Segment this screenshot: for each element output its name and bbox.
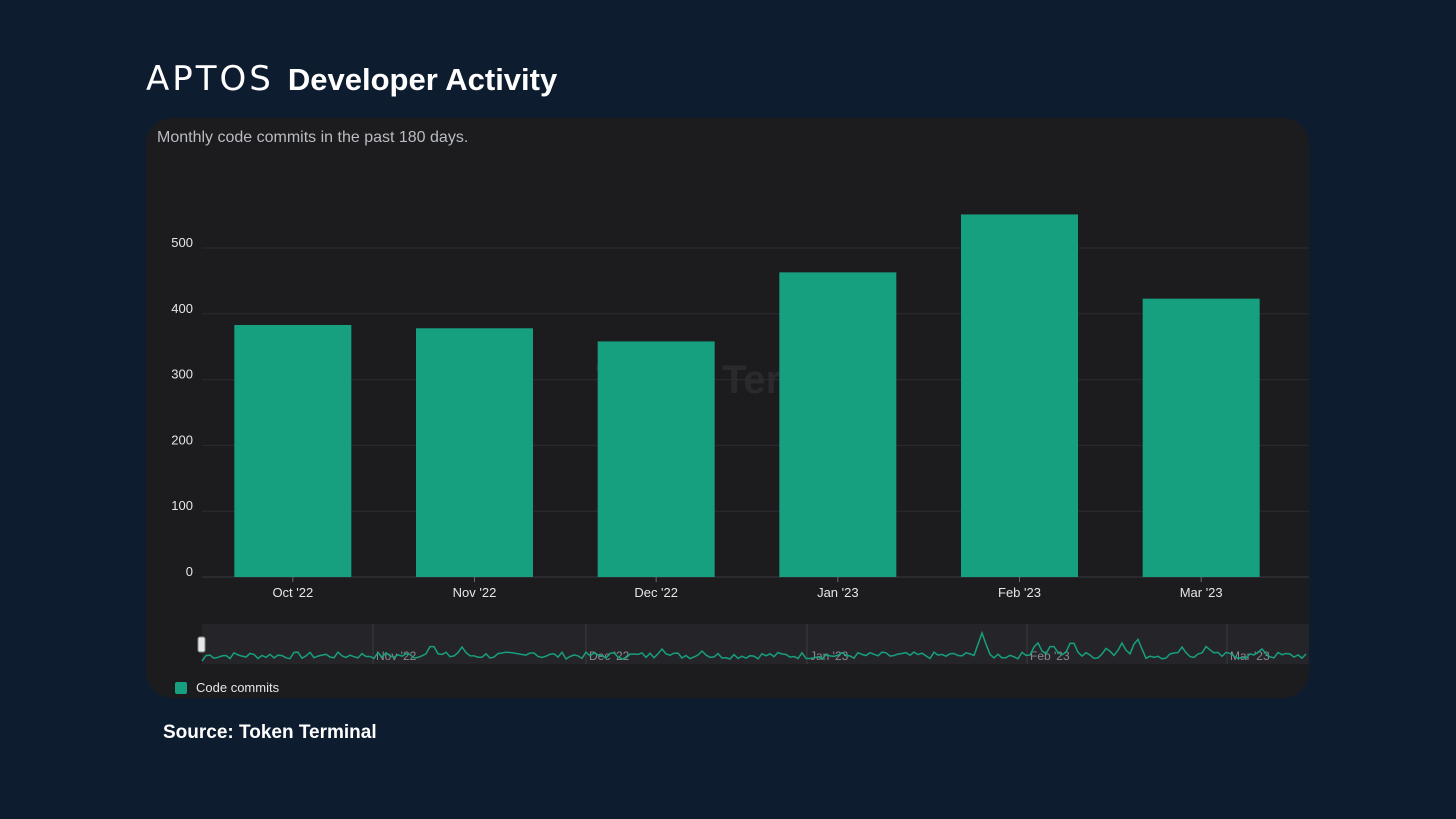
legend[interactable]: Code commits bbox=[175, 680, 279, 695]
navigator-label: Feb '23 bbox=[1030, 649, 1070, 663]
bar[interactable] bbox=[779, 272, 897, 577]
x-tick-label: Mar '23 bbox=[1180, 585, 1223, 600]
bar[interactable] bbox=[1142, 298, 1260, 577]
legend-swatch bbox=[175, 681, 187, 694]
page-title: Developer Activity bbox=[287, 61, 558, 97]
x-tick-label: Jan '23 bbox=[817, 585, 859, 600]
x-tick-label: Feb '23 bbox=[998, 585, 1041, 600]
chart-card: Monthly code commits in the past 180 day… bbox=[146, 118, 1309, 698]
chart-subtitle: Monthly code commits in the past 180 day… bbox=[157, 129, 469, 146]
source-caption: Source: Token Terminal bbox=[163, 722, 377, 743]
bar[interactable] bbox=[961, 214, 1078, 577]
navigator-handle-left[interactable] bbox=[197, 636, 206, 653]
y-tick-label: 500 bbox=[171, 235, 193, 250]
x-tick-label: Oct '22 bbox=[272, 585, 313, 600]
header: APTOS Developer Activity bbox=[146, 62, 557, 96]
navigator-label: Dec '22 bbox=[589, 649, 630, 663]
bar-chart: 0 100 200 300 400 500 Oct '22 Nov '22 Dec '22 Jan… bbox=[171, 214, 1309, 664]
aptos-logo: APTOS bbox=[146, 59, 274, 99]
x-tick-label: Nov '22 bbox=[453, 585, 497, 600]
y-tick-label: 0 bbox=[186, 564, 193, 579]
legend-label: Code commits bbox=[196, 680, 280, 695]
y-tick-label: 200 bbox=[171, 432, 193, 447]
y-tick-label: 300 bbox=[171, 367, 193, 382]
y-tick-label: 100 bbox=[171, 498, 193, 513]
bar[interactable] bbox=[416, 328, 533, 577]
navigator-sparkline bbox=[201, 630, 1307, 662]
y-tick-label: 400 bbox=[171, 301, 193, 316]
x-tick-label: Dec '22 bbox=[634, 585, 678, 600]
bar[interactable] bbox=[597, 341, 715, 577]
bar[interactable] bbox=[234, 324, 352, 577]
navigator-label: Mar '23 bbox=[1230, 649, 1270, 663]
